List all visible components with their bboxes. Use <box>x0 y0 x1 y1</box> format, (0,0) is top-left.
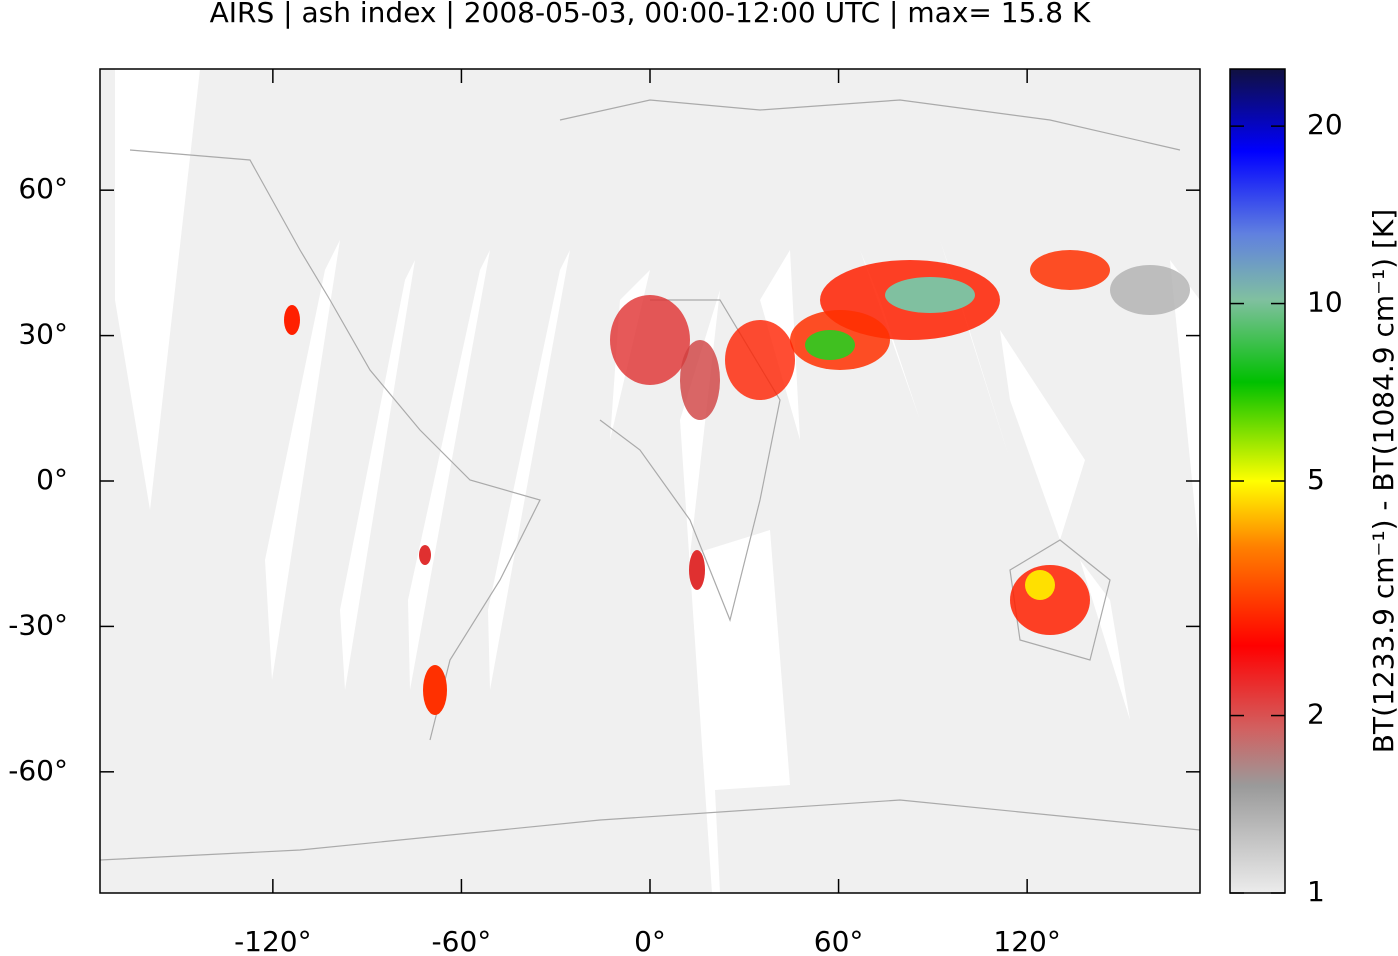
ash-signal <box>284 250 1190 715</box>
y-tick-label: -60° <box>8 754 68 787</box>
y-tick-label: 30° <box>18 318 68 351</box>
x-tick-label: -120° <box>234 925 312 956</box>
colorbar-tick-label: 10 <box>1307 286 1343 319</box>
colorbar-tick-label: 20 <box>1307 108 1343 141</box>
colorbar-tick-label: 2 <box>1307 698 1325 731</box>
colorbar-tick-label: 5 <box>1307 463 1325 496</box>
colorbar-label: BT(1233.9 cm⁻¹) - BT(1084.9 cm⁻¹) [K] <box>1367 209 1398 753</box>
map-field <box>100 69 1200 893</box>
chart-title: AIRS | ash index | 2008-05-03, 00:00-12:… <box>210 0 1091 29</box>
x-tick-label: 120° <box>993 925 1060 956</box>
x-tick-label: -60° <box>432 925 492 956</box>
y-tick-label: 0° <box>36 463 68 496</box>
y-tick-label: -30° <box>8 608 68 641</box>
y-tick-label: 60° <box>18 172 68 205</box>
colorbar-tick-label: 1 <box>1307 875 1325 908</box>
x-tick-label: 60° <box>814 925 864 956</box>
x-tick-label: 0° <box>634 925 666 956</box>
